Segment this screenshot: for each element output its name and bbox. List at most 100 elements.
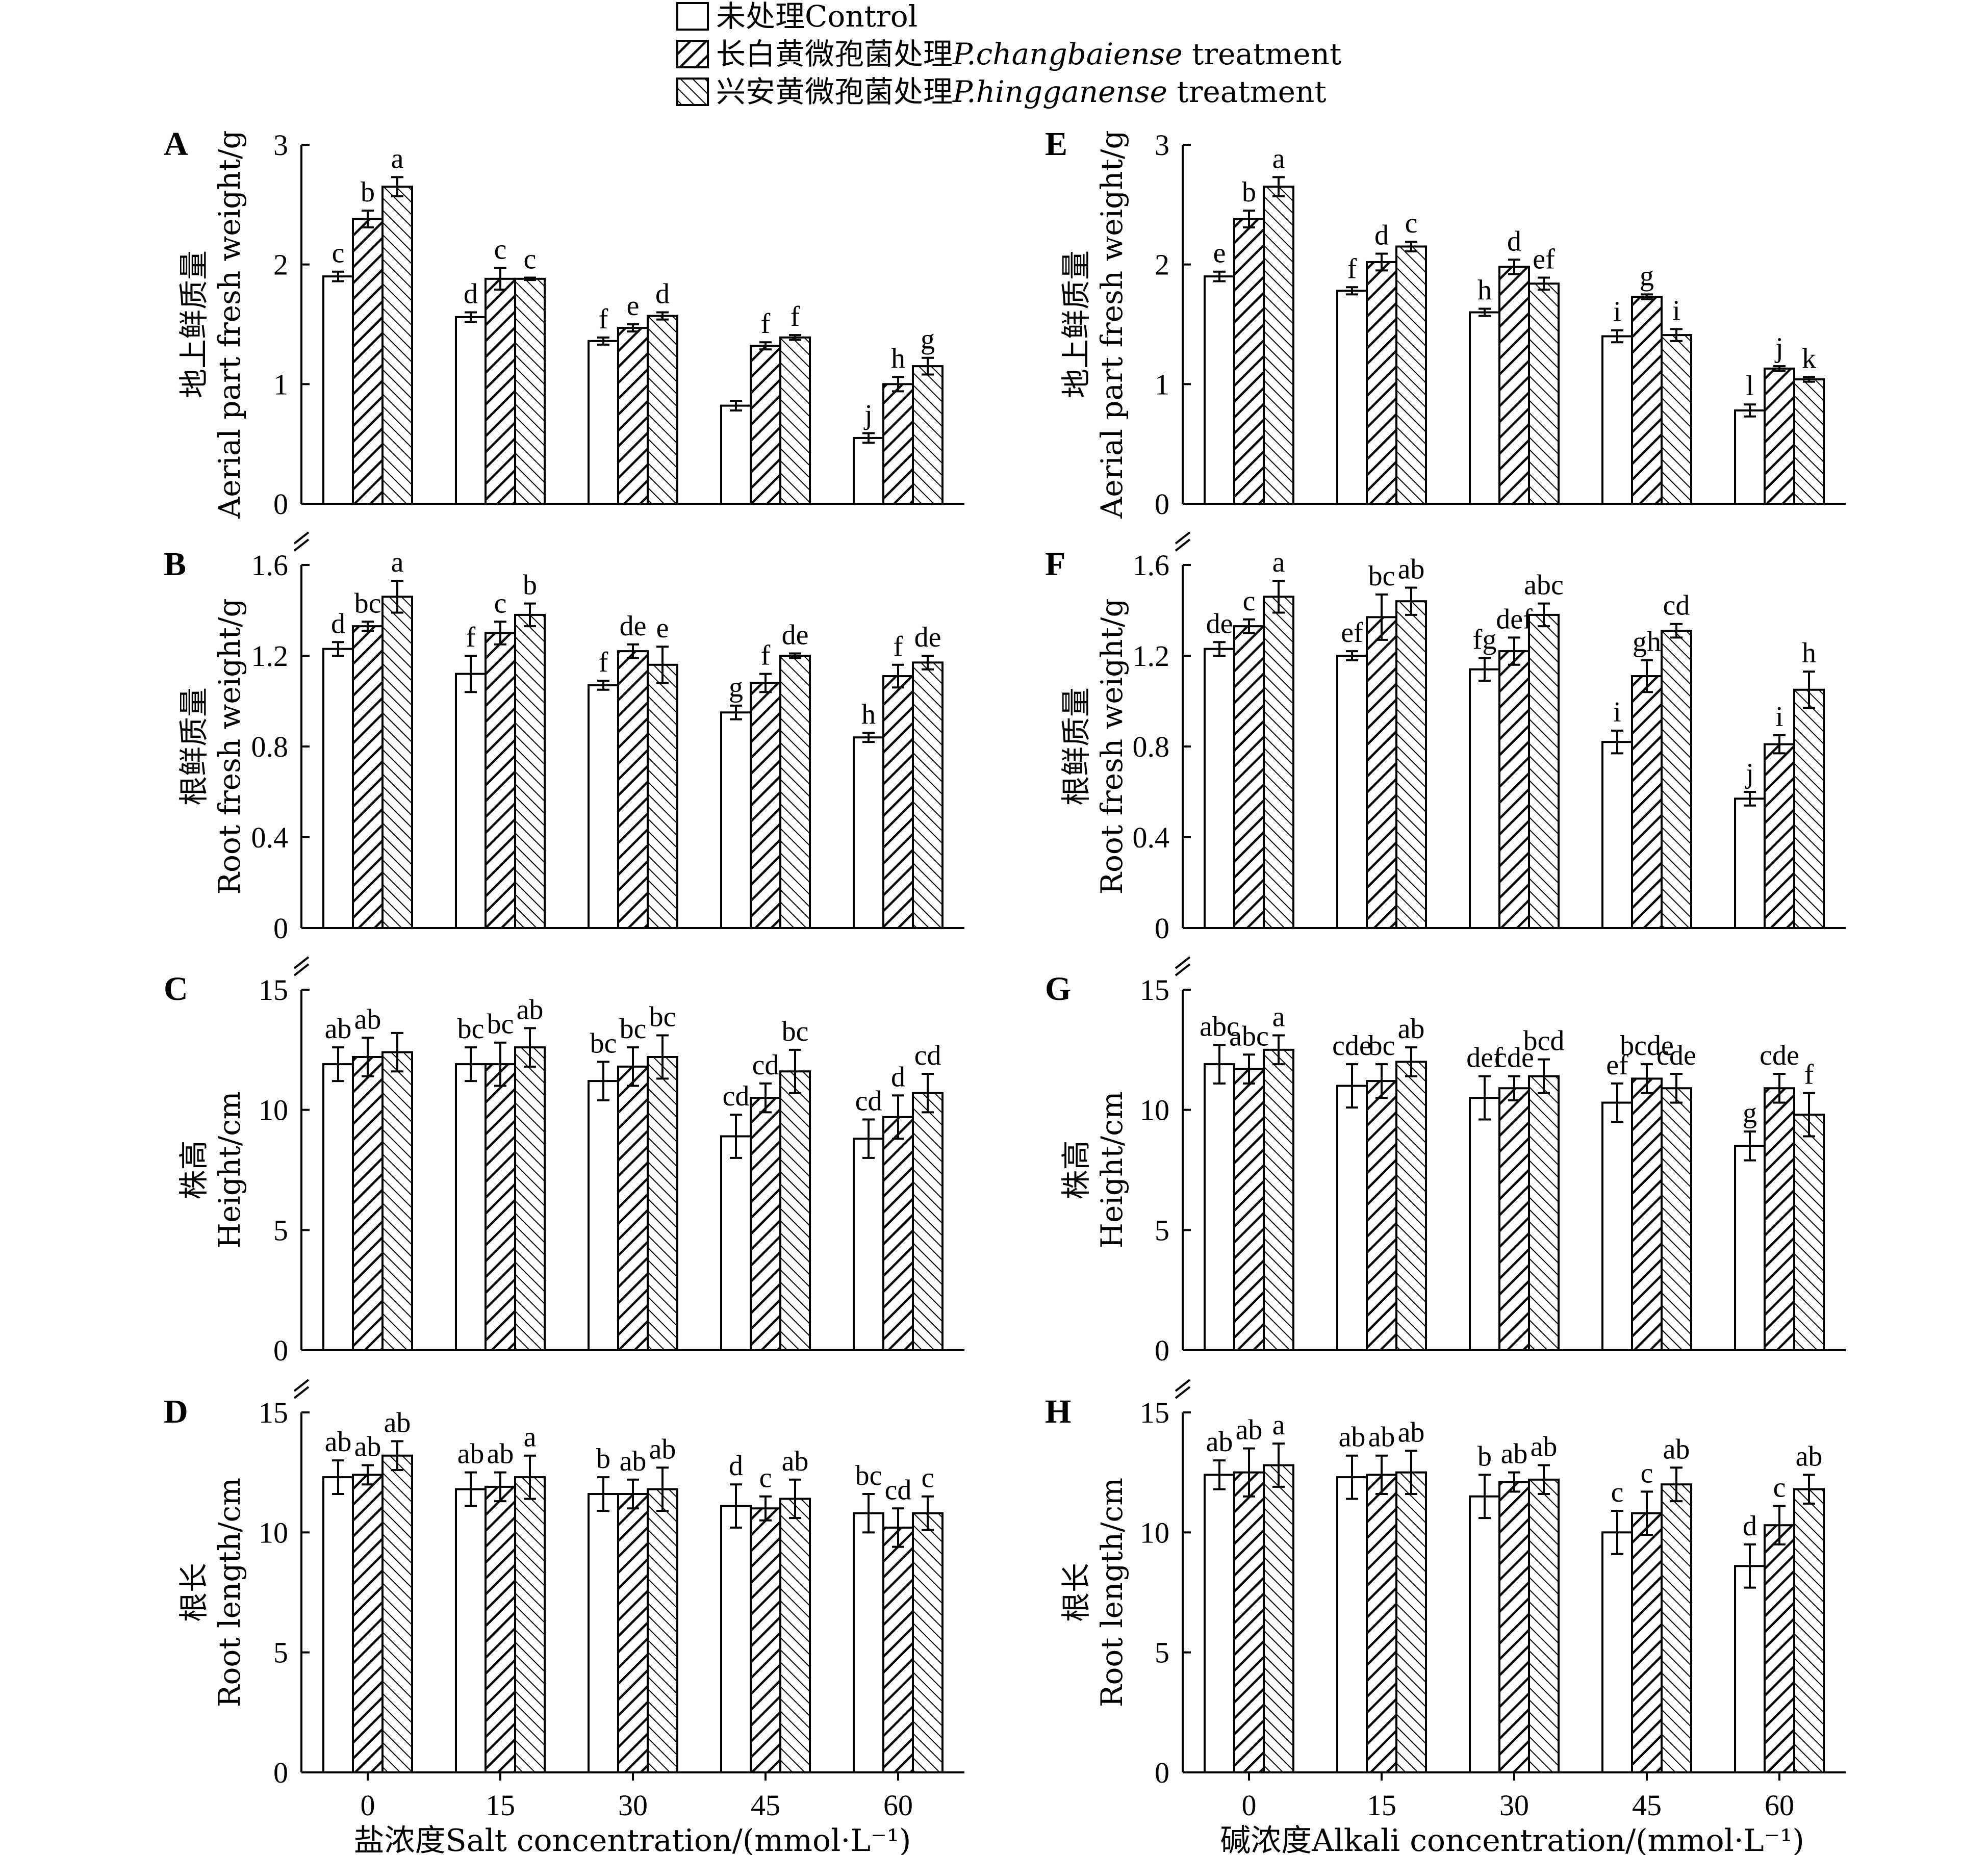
significance-label: j: [863, 399, 873, 431]
significance-label: cd: [1663, 590, 1690, 622]
x-axis-label-alkali: 碱浓度Alkali concentration/(mmol·L⁻¹): [1220, 1823, 1804, 1855]
significance-label: a: [524, 1422, 537, 1453]
significance-label: j: [1774, 332, 1783, 364]
significance-label: ef: [1606, 1049, 1628, 1081]
significance-label: c: [524, 243, 537, 275]
bar-hingganense: [1263, 186, 1294, 505]
significance-label: ab: [1206, 1426, 1233, 1458]
axis-break-mark: [293, 1386, 310, 1399]
bar-hingganense: [1395, 245, 1427, 505]
bar-hingganense: [514, 613, 546, 929]
bar-changbaiense: [1233, 1471, 1265, 1774]
significance-label: ab: [620, 1446, 647, 1477]
bar-control: [588, 684, 619, 929]
bar-control: [853, 736, 884, 929]
y-tick-label: 15: [259, 973, 288, 1007]
significance-label: bc: [487, 1009, 514, 1040]
axis-break-mark: [293, 963, 310, 976]
significance-label: d: [729, 1450, 743, 1482]
x-tick-label: 45: [1632, 1789, 1662, 1822]
bar-control: [322, 1063, 354, 1351]
significance-label: ab: [1663, 1433, 1690, 1465]
y-axis-label-zh: 根鲜质量: [1059, 687, 1093, 806]
significance-label: j: [1745, 758, 1754, 789]
x-tick-label: 45: [751, 1789, 780, 1822]
bar-changbaiense: [1233, 1068, 1265, 1352]
significance-label: e: [627, 290, 640, 322]
panel-letter: F: [1045, 546, 1065, 583]
bar-hingganense: [1793, 1114, 1825, 1351]
bar-changbaiense: [617, 327, 649, 505]
bar-hingganense: [647, 1488, 678, 1773]
bar-hingganense: [1263, 1048, 1294, 1351]
significance-label: bcd: [1523, 1025, 1565, 1057]
bar-control: [720, 711, 752, 929]
legend-swatch-changbaiense: [676, 40, 709, 68]
bar-changbaiense: [485, 632, 516, 929]
bar-control: [455, 316, 487, 505]
significance-label: d: [891, 1061, 905, 1093]
bar-control: [588, 340, 619, 505]
significance-label: b: [361, 176, 375, 208]
y-axis-label-en: Root length/cm: [212, 1478, 247, 1707]
y-tick-label: 0.4: [1133, 821, 1170, 854]
significance-label: f: [761, 308, 771, 340]
significance-label: b: [1477, 1440, 1492, 1472]
bar-changbaiense: [1233, 625, 1265, 929]
bar-hingganense: [779, 655, 811, 929]
significance-label: c: [332, 238, 345, 269]
significance-label: h: [861, 699, 876, 730]
bar-changbaiense: [1498, 650, 1530, 929]
bar-changbaiense: [882, 675, 914, 930]
y-axis-label-zh: 株高: [176, 1140, 211, 1199]
x-tick-label: 30: [1499, 1789, 1529, 1822]
significance-label: ab: [1398, 1416, 1425, 1448]
y-tick-label: 5: [273, 1214, 288, 1247]
legend-label-hingganense: 兴安黄微孢菌处理P.hingganense treatment: [716, 74, 1327, 109]
significance-label: ab: [1398, 1013, 1425, 1045]
legend-item-changbaiense: 长白黄微孢菌处理P.changbaiense treatment: [676, 37, 1341, 71]
significance-label: c: [494, 234, 507, 266]
bar-hingganense: [1395, 600, 1427, 929]
significance-label: de: [914, 622, 941, 653]
bar-changbaiense: [1498, 266, 1530, 505]
bar-changbaiense: [617, 650, 649, 929]
bar-hingganense: [381, 1454, 413, 1773]
significance-label: g: [1640, 260, 1654, 292]
significance-label: g: [729, 672, 743, 703]
significance-label: ab: [1339, 1422, 1366, 1453]
significance-label: c: [1641, 1457, 1653, 1489]
axis-break-mark: [1175, 531, 1191, 545]
significance-label: c: [1773, 1472, 1786, 1504]
significance-label: c: [1611, 1477, 1624, 1508]
panel-letter: D: [164, 1393, 188, 1430]
y-axis-label-zh: 地上鲜质量: [1059, 250, 1093, 398]
significance-label: h: [1477, 274, 1492, 306]
y-axis-label-zh: 株高: [1059, 1140, 1093, 1199]
significance-label: l: [1746, 370, 1754, 402]
bar-hingganense: [647, 663, 678, 930]
significance-label: bc: [1368, 560, 1395, 592]
bar-hingganense: [1661, 630, 1692, 930]
bar-control: [1734, 1145, 1766, 1352]
bar-control: [1469, 311, 1500, 505]
x-axis-label-salt: 盐浓度Salt concentration/(mmol·L⁻¹): [354, 1823, 911, 1855]
significance-label: f: [791, 301, 800, 332]
y-tick-label: 1.6: [1133, 549, 1170, 582]
panel-letter: B: [164, 546, 186, 583]
y-tick-label: 0: [273, 487, 288, 521]
significance-label: ab: [782, 1446, 809, 1477]
significance-label: bc: [649, 1001, 676, 1033]
bar-control: [1336, 290, 1368, 505]
significance-label: bc: [782, 1016, 809, 1047]
bar-control: [1601, 1531, 1633, 1773]
bar-hingganense: [1661, 1483, 1692, 1773]
panel-letter: E: [1045, 125, 1067, 163]
significance-label: h: [891, 343, 905, 374]
x-tick-label: 30: [618, 1789, 648, 1822]
significance-label: a: [1272, 547, 1285, 578]
bar-hingganense: [1528, 282, 1560, 505]
